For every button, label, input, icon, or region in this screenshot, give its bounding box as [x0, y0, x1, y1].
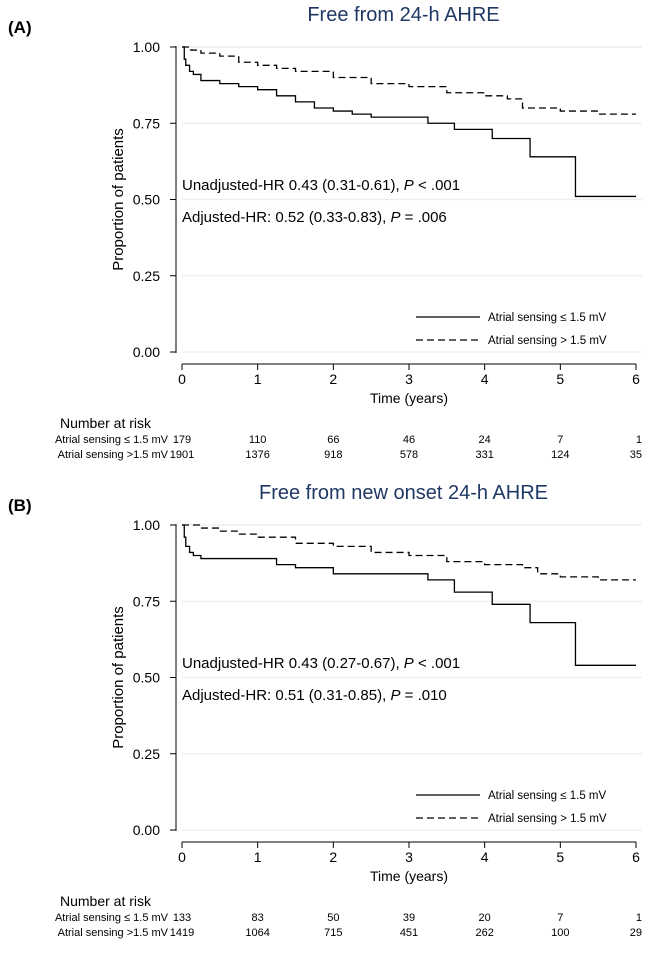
legend-label: Atrial sensing ≤ 1.5 mV	[488, 312, 606, 324]
risk-count: 451	[400, 927, 418, 939]
risk-count: 133	[173, 912, 191, 924]
km-curve-low-sensing	[182, 524, 636, 666]
hazard-ratio-annotation: Unadjusted-HR 0.43 (0.31-0.61), P < .001	[182, 177, 460, 194]
x-axis-label: Time (years)	[370, 868, 448, 884]
y-tick-label: 0.00	[133, 822, 160, 838]
x-tick-label: 4	[481, 849, 489, 865]
risk-count: 1901	[170, 449, 194, 461]
x-tick-label: 5	[556, 371, 564, 387]
y-tick-label: 0.00	[133, 344, 160, 360]
risk-count: 29	[630, 927, 642, 939]
km-curve-low-sensing	[182, 46, 636, 198]
x-axis-label: Time (years)	[370, 390, 448, 406]
risk-count: 20	[479, 912, 491, 924]
risk-count: 83	[252, 912, 264, 924]
risk-count: 179	[173, 434, 191, 446]
risk-count: 39	[403, 912, 415, 924]
risk-count: 35	[630, 449, 642, 461]
panel-b: (B) Free from new onset 24-h AHRE 0.00 0.…	[0, 478, 647, 953]
y-axis-label: Proportion of patients	[110, 606, 127, 749]
legend-label: Atrial sensing > 1.5 mV	[488, 813, 607, 825]
annotation-text: Adjusted-HR: 0.51 (0.31-0.85),	[182, 687, 390, 704]
risk-count: 124	[551, 449, 569, 461]
risk-count: 715	[324, 927, 342, 939]
panel-a: (A) Free from 24-h AHRE 0.00 0.25 0.50 0.75…	[0, 0, 647, 470]
risk-row-label: Atrial sensing >1.5 mV	[58, 449, 169, 461]
risk-count: 1	[636, 912, 642, 924]
panel-label: (B)	[8, 496, 32, 515]
hazard-ratio-annotation: Adjusted-HR: 0.51 (0.31-0.85), P = .010	[182, 687, 447, 704]
x-tick-label: 6	[632, 371, 640, 387]
annotation-text: < .001	[414, 177, 460, 194]
risk-count: 110	[249, 434, 267, 446]
y-tick-label: 0.50	[133, 192, 160, 208]
x-tick-label: 5	[556, 849, 564, 865]
risk-count: 100	[551, 927, 569, 939]
annotation-text: Unadjusted-HR 0.43 (0.27-0.67),	[182, 655, 404, 672]
panel-label: (A)	[8, 18, 32, 37]
risk-count: 1419	[170, 927, 194, 939]
risk-row-label: Atrial sensing ≤ 1.5 mV	[55, 434, 169, 446]
risk-count: 24	[479, 434, 491, 446]
annotation-text: = .010	[400, 687, 446, 704]
km-curve-high-sensing	[182, 524, 636, 581]
risk-count: 262	[475, 927, 493, 939]
risk-count: 1064	[245, 927, 269, 939]
km-plot-a: 0.00 0.25 0.50 0.75 1.00 Proportion of patien…	[55, 39, 642, 461]
x-tick-label: 3	[405, 849, 413, 865]
risk-count: 331	[475, 449, 493, 461]
annotation-p-symbol: P	[390, 687, 400, 704]
km-curve-high-sensing	[182, 46, 636, 115]
x-tick-label: 2	[329, 849, 337, 865]
x-tick-label: 0	[178, 849, 186, 865]
number-at-risk-header: Number at risk	[60, 893, 152, 909]
y-axis-label: Proportion of patients	[110, 128, 127, 271]
annotation-p-symbol: P	[404, 655, 414, 672]
risk-count: 46	[403, 434, 415, 446]
hazard-ratio-annotation: Adjusted-HR: 0.52 (0.33-0.83), P = .006	[182, 209, 447, 226]
risk-count: 1	[636, 434, 642, 446]
legend-label: Atrial sensing ≤ 1.5 mV	[488, 790, 606, 802]
chart-title: Free from 24-h AHRE	[307, 4, 500, 26]
y-tick-label: 0.75	[133, 115, 160, 131]
x-tick-label: 4	[481, 371, 489, 387]
risk-count: 7	[557, 434, 563, 446]
y-tick-label: 1.00	[133, 39, 160, 55]
number-at-risk-header: Number at risk	[60, 415, 152, 431]
x-tick-label: 2	[329, 371, 337, 387]
y-tick-label: 0.75	[133, 593, 160, 609]
risk-count: 7	[557, 912, 563, 924]
hazard-ratio-annotation: Unadjusted-HR 0.43 (0.27-0.67), P < .001	[182, 655, 460, 672]
x-tick-label: 1	[254, 849, 262, 865]
annotation-text: Unadjusted-HR 0.43 (0.31-0.61),	[182, 177, 404, 194]
risk-row-label: Atrial sensing ≤ 1.5 mV	[55, 912, 169, 924]
km-plot-b: 0.00 0.25 0.50 0.75 1.00 Proportion of patien…	[55, 517, 642, 939]
annotation-text: Adjusted-HR: 0.52 (0.33-0.83),	[182, 209, 390, 226]
annotation-text: = .006	[400, 209, 446, 226]
risk-count: 918	[324, 449, 342, 461]
y-tick-label: 0.50	[133, 670, 160, 686]
legend-label: Atrial sensing > 1.5 mV	[488, 335, 607, 347]
risk-count: 66	[327, 434, 339, 446]
annotation-text: < .001	[414, 655, 460, 672]
x-tick-label: 6	[632, 849, 640, 865]
y-tick-label: 0.25	[133, 268, 160, 284]
x-tick-label: 3	[405, 371, 413, 387]
y-tick-label: 1.00	[133, 517, 160, 533]
y-tick-label: 0.25	[133, 746, 160, 762]
risk-count: 1376	[245, 449, 269, 461]
risk-count: 50	[327, 912, 339, 924]
risk-count: 578	[400, 449, 418, 461]
chart-title: Free from new onset 24-h AHRE	[258, 482, 548, 504]
x-tick-label: 1	[254, 371, 262, 387]
annotation-p-symbol: P	[404, 177, 414, 194]
risk-row-label: Atrial sensing >1.5 mV	[58, 927, 169, 939]
x-tick-label: 0	[178, 371, 186, 387]
annotation-p-symbol: P	[390, 209, 400, 226]
